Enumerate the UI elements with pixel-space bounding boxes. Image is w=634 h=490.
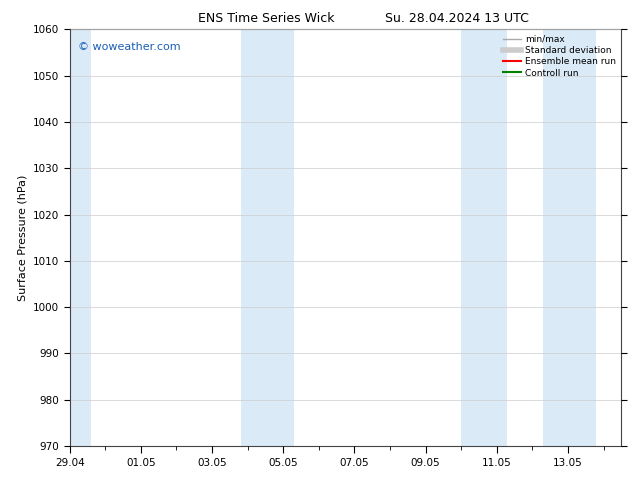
Text: © woweather.com: © woweather.com [78, 42, 181, 52]
Bar [461, 29, 507, 446]
Legend: min/max, Standard deviation, Ensemble mean run, Controll run: min/max, Standard deviation, Ensemble me… [500, 31, 619, 81]
Y-axis label: Surface Pressure (hPa): Surface Pressure (hPa) [18, 174, 27, 301]
Text: ENS Time Series Wick: ENS Time Series Wick [198, 12, 335, 25]
Bar [66, 29, 91, 446]
Bar [240, 29, 294, 446]
Text: Su. 28.04.2024 13 UTC: Su. 28.04.2024 13 UTC [385, 12, 528, 25]
Bar [543, 29, 597, 446]
